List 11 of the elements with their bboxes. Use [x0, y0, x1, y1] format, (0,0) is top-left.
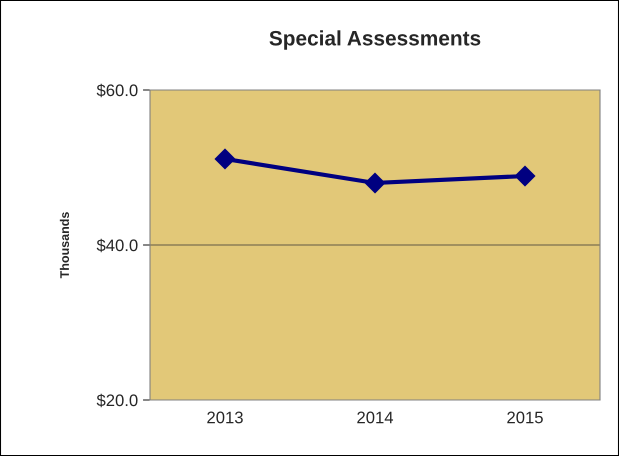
y-tick-label: $20.0 [96, 394, 138, 408]
point [514, 166, 536, 186]
x-tick-label: 2014 [357, 412, 394, 424]
x-tick-label: 2013 [207, 412, 243, 424]
y-tick-label: $40.0 [96, 238, 138, 252]
x-tick-label: 2015 [507, 412, 543, 424]
point [214, 148, 236, 170]
y-axis-title: Thousands [60, 212, 70, 278]
chart-title: Special Assessments [269, 30, 480, 50]
y-tick-label: $60.0 [96, 84, 138, 98]
point [364, 172, 386, 194]
